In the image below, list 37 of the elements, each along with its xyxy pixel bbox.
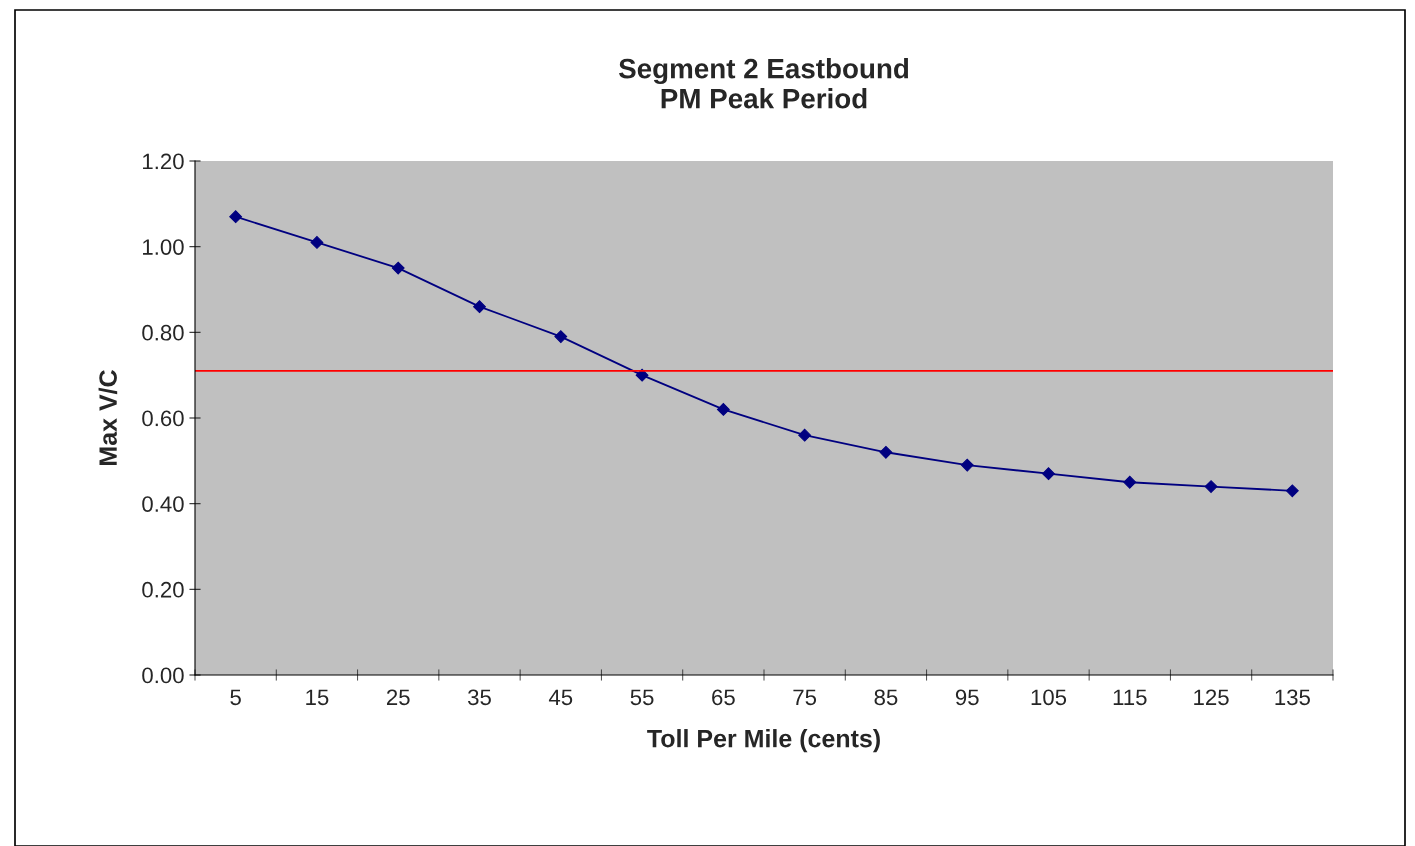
y-tick-label: 0.40: [142, 496, 184, 512]
y-tick-label: 1.20: [143, 153, 184, 170]
x-tick-label: 75: [793, 689, 817, 706]
point: [1042, 467, 1055, 481]
x-tick-label: 45: [548, 689, 573, 706]
point: [1123, 475, 1137, 489]
x-tick-label: 125: [1194, 689, 1229, 706]
x-axis-title: Toll Per Mile (cents): [647, 729, 880, 753]
x-tick-label: 55: [630, 689, 654, 706]
y-tick-label: 0.60: [142, 410, 184, 427]
point: [960, 458, 974, 472]
point: [391, 261, 405, 275]
x-tick-label: 5: [230, 689, 241, 706]
y-tick-label: 0.20: [142, 581, 184, 598]
x-tick-label: 35: [467, 689, 491, 706]
point: [798, 428, 812, 442]
x-tick-label: 25: [386, 689, 410, 706]
point: [716, 403, 730, 416]
y-tick-label: 0.00: [142, 667, 184, 684]
x-tick-label: 115: [1113, 689, 1147, 706]
point: [473, 300, 486, 314]
y-tick-label: 0.80: [142, 324, 184, 341]
x-tick-label: 95: [955, 689, 979, 706]
x-tick-label: 65: [712, 689, 735, 706]
point: [554, 330, 568, 344]
point: [879, 445, 893, 459]
point: [229, 210, 243, 224]
point: [1204, 480, 1218, 493]
x-tick-label: 135: [1275, 689, 1310, 706]
y-tick-label: 1.00: [143, 239, 184, 255]
point: [310, 235, 324, 249]
x-tick-label: 15: [306, 689, 329, 706]
point: [1285, 484, 1299, 498]
y-axis-title: Max V/C: [98, 370, 118, 465]
x-tick-label: 85: [874, 689, 898, 706]
x-tick-label: 105: [1031, 689, 1067, 706]
chart-title: Segment 2 Eastbound PM Peak Period: [618, 58, 909, 109]
